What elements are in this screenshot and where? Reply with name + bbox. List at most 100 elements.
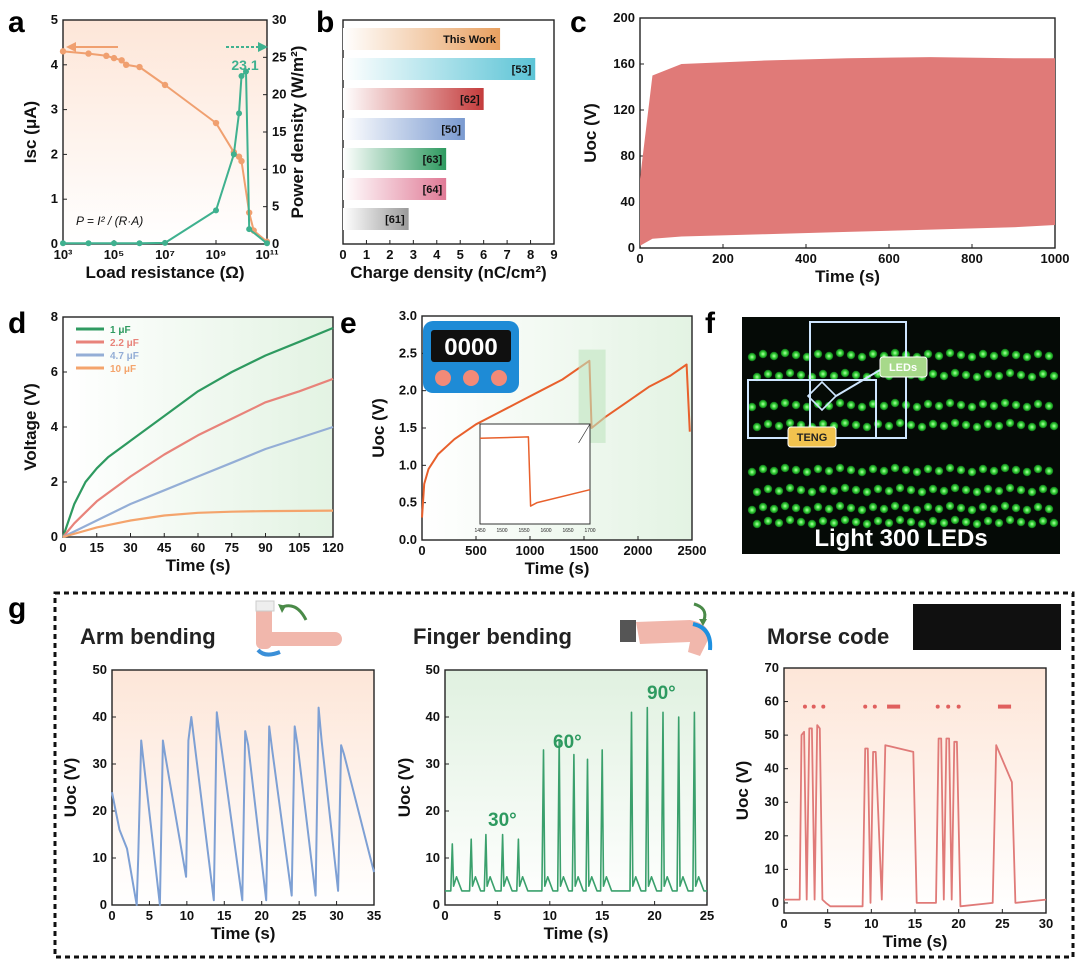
led-dot [774,371,784,381]
led-dot [978,399,988,409]
led-dot [1011,465,1021,475]
led-dot [1027,487,1037,497]
led-dot [1022,402,1032,412]
legend-label: 2.2 μF [110,338,139,349]
power-density-point [162,239,168,246]
led-dot [1011,350,1021,360]
bar-label: [64] [423,184,443,196]
morse-dash [887,704,901,709]
led-dot [961,370,971,380]
isc-point [103,52,110,60]
timer-button [435,370,451,386]
led-dot [928,484,938,494]
x-tick-label: 10 [543,908,557,923]
led-dot [994,486,1004,496]
y-axis-label: Uoc (V) [61,758,80,818]
x-tick-label: 1000 [516,543,545,558]
charge-density-bar [343,88,484,110]
led-dot [857,352,867,362]
morse-dot [872,704,877,709]
y-tick-label: 20 [93,803,107,818]
morse-dot [811,704,816,709]
led-dot [813,349,823,359]
chart-d-capacitor-charging: 0 15 30 45 60 75 90 105 120 0 2 4 6 8 Time (s) Voltage … [21,309,344,575]
peak-annotation: 23.1 [231,57,258,73]
chart-title: Finger bending [413,624,572,649]
led-dot [791,465,801,475]
arm-bending-icon [255,600,342,657]
bar-label: [53] [512,64,532,76]
led-dot [1022,352,1032,362]
led-dot [807,487,817,497]
x-tick-label: 0 [636,251,643,266]
led-dot [796,517,806,527]
isc-point [161,81,169,89]
x-tick-label: 3 [410,247,417,262]
led-dot [774,486,784,496]
x-tick-label: 10¹¹ [255,247,278,262]
y-tick-label: 2 [51,146,58,161]
y-tick-label: 2.0 [399,383,417,398]
power-density-point [230,151,237,158]
power-density-line [63,70,268,245]
led-dot [868,464,878,474]
y-tick-label: 3 [51,102,58,117]
x-tick-label: 2 [386,247,393,262]
led-dot [895,418,905,428]
y-tick-label: 30 [426,756,440,771]
y-tick-label: 0 [100,897,107,912]
y2-axis-label: Power density (W/m²) [288,46,307,219]
charge-density-bar [343,208,409,230]
angle-annotation: 30° [488,810,517,831]
led-dot [780,398,790,408]
legend-label: 4.7 μF [110,351,139,362]
led-dot [945,348,955,358]
led-dot [983,516,993,526]
led-dot [1038,419,1048,429]
led-dot [846,503,856,513]
x-axis-label: Time (s) [544,924,609,943]
timer-button [463,370,479,386]
y-tick-label: 160 [613,56,635,71]
x-tick-label: 0 [108,908,115,923]
led-dot [785,418,795,428]
chart-title: Morse code [767,624,889,649]
led-dot [923,502,933,512]
led-dot [912,402,922,412]
x-tick-label: 15 [217,908,231,923]
led-dot [1027,519,1037,529]
led-dot [862,487,872,497]
led-dot [1044,504,1054,514]
angle-annotation: 90° [647,683,676,704]
led-dot [758,349,768,359]
power-density-point [60,240,66,247]
led-dot [928,516,938,526]
chart-title: Arm bending [80,624,216,649]
power-density-point [264,240,270,247]
led-dot [934,466,944,476]
chart-c-uoc-time: 0 200 400 600 800 1000 0 40 80 120 160 200 Time (s) U… [581,10,1069,286]
isc-point [212,119,220,127]
x-tick-label: 45 [157,540,171,555]
x-tick-label: 20 [951,916,965,931]
led-dot [1022,467,1032,477]
led-dot [956,465,966,475]
led-dot [785,368,795,378]
led-dot [961,485,971,495]
y-tick-label: 10 [426,850,440,865]
bar-label: [50] [441,124,461,136]
x-tick-label: 30 [123,540,137,555]
led-dot [873,484,883,494]
led-dot [824,466,834,476]
x-tick-label: 10⁷ [155,247,175,262]
led-dot [906,485,916,495]
led-dot [983,484,993,494]
y-tick-label: 0.5 [399,495,417,510]
led-dot [989,351,999,361]
led-dot [851,485,861,495]
x-tick-label: 400 [795,251,817,266]
led-dot [818,369,828,379]
led-dot [780,501,790,511]
x-axis-label: Load resistance (Ω) [85,263,244,282]
